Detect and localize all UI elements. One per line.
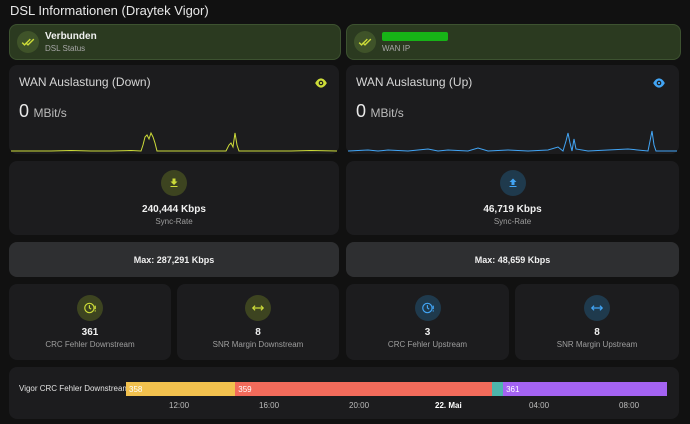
wan-up-value: 0 bbox=[356, 101, 367, 121]
stat-value: 8 bbox=[255, 327, 261, 338]
stat-label: CRC Fehler Upstream bbox=[387, 340, 468, 349]
sync-down-label: Sync-Rate bbox=[155, 217, 193, 226]
wan-down-sparkline bbox=[11, 131, 337, 152]
stat-label: SNR Margin Upstream bbox=[556, 340, 638, 349]
tick-label: 20:00 bbox=[349, 401, 370, 410]
tick-label: 04:00 bbox=[529, 401, 550, 410]
max-up-button[interactable]: Max: 48,659 Kbps bbox=[346, 242, 679, 277]
tick-label: 12:00 bbox=[169, 401, 190, 410]
eye-icon[interactable] bbox=[652, 76, 666, 94]
stat-card-crc-down[interactable]: 361 CRC Fehler Downstream bbox=[9, 284, 171, 360]
segment-value: 358 bbox=[129, 384, 143, 394]
dsl-status-card[interactable]: Verbunden DSL Status bbox=[9, 24, 341, 60]
upload-icon bbox=[499, 170, 526, 196]
wan-up-value-row: 0 MBit/s bbox=[356, 101, 404, 122]
check-all-icon bbox=[17, 31, 39, 53]
stat-card-crc-up[interactable]: 3 CRC Fehler Upstream bbox=[346, 284, 509, 360]
sync-up-card[interactable]: 46,719 Kbps Sync-Rate bbox=[346, 161, 679, 235]
alert-clock-icon bbox=[77, 295, 103, 321]
sync-down-card[interactable]: 240,444 Kbps Sync-Rate bbox=[9, 161, 339, 235]
stat-label: SNR Margin Downstream bbox=[212, 340, 304, 349]
sync-down-value: 240,444 Kbps bbox=[142, 204, 206, 215]
wan-up-card[interactable]: WAN Auslastung (Up) 0 MBit/s bbox=[346, 65, 679, 154]
history-segment[interactable]: 359 bbox=[235, 382, 493, 396]
check-all-icon bbox=[354, 31, 376, 53]
stat-card-snr-down[interactable]: 8 SNR Margin Downstream bbox=[177, 284, 339, 360]
tick-label: 16:00 bbox=[259, 401, 280, 410]
wan-down-title: WAN Auslastung (Down) bbox=[19, 75, 151, 89]
eye-icon[interactable] bbox=[314, 76, 328, 94]
stat-label: CRC Fehler Downstream bbox=[45, 340, 135, 349]
history-segment[interactable]: 361 bbox=[503, 382, 667, 396]
wan-down-value: 0 bbox=[19, 101, 30, 121]
tick-label: 22. Mai bbox=[435, 401, 462, 410]
wan-ip-label: WAN IP bbox=[382, 44, 411, 53]
history-bar[interactable]: 358 359 361 bbox=[126, 382, 667, 396]
wan-up-unit: MBit/s bbox=[370, 106, 404, 120]
stat-value: 3 bbox=[424, 327, 431, 338]
history-segment[interactable] bbox=[492, 382, 504, 396]
download-icon bbox=[161, 170, 187, 196]
dsl-status-value: Verbunden bbox=[45, 31, 97, 42]
arrows-horizontal-icon bbox=[245, 295, 271, 321]
max-up-label: Max: 48,659 Kbps bbox=[474, 254, 551, 265]
wan-ip-card[interactable]: WAN IP bbox=[346, 24, 681, 60]
page-title: DSL Informationen (Draytek Vigor) bbox=[10, 3, 209, 18]
max-down-button[interactable]: Max: 287,291 Kbps bbox=[9, 242, 339, 277]
sync-up-value: 46,719 Kbps bbox=[483, 204, 542, 215]
wan-up-sparkline bbox=[348, 130, 677, 152]
history-label: Vigor CRC Fehler Downstream bbox=[19, 384, 130, 393]
crc-history-card[interactable]: Vigor CRC Fehler Downstream 358 359 361 … bbox=[9, 367, 679, 419]
wan-down-card[interactable]: WAN Auslastung (Down) 0 MBit/s bbox=[9, 65, 339, 154]
alert-clock-icon bbox=[414, 295, 441, 321]
stat-value: 361 bbox=[81, 327, 99, 338]
wan-up-title: WAN Auslastung (Up) bbox=[356, 75, 473, 89]
arrows-horizontal-icon bbox=[584, 295, 610, 321]
stat-value: 8 bbox=[594, 327, 600, 338]
tick-label: 08:00 bbox=[619, 401, 640, 410]
wan-ip-redaction bbox=[382, 32, 448, 41]
stat-card-snr-up[interactable]: 8 SNR Margin Upstream bbox=[515, 284, 679, 360]
wan-down-unit: MBit/s bbox=[33, 106, 67, 120]
history-segment[interactable]: 358 bbox=[126, 382, 236, 396]
sync-up-label: Sync-Rate bbox=[493, 217, 532, 226]
dsl-status-label: DSL Status bbox=[45, 44, 86, 53]
wan-down-value-row: 0 MBit/s bbox=[19, 101, 67, 122]
segment-value: 359 bbox=[238, 384, 252, 394]
segment-value: 361 bbox=[506, 384, 520, 394]
max-down-label: Max: 287,291 Kbps bbox=[133, 254, 215, 265]
